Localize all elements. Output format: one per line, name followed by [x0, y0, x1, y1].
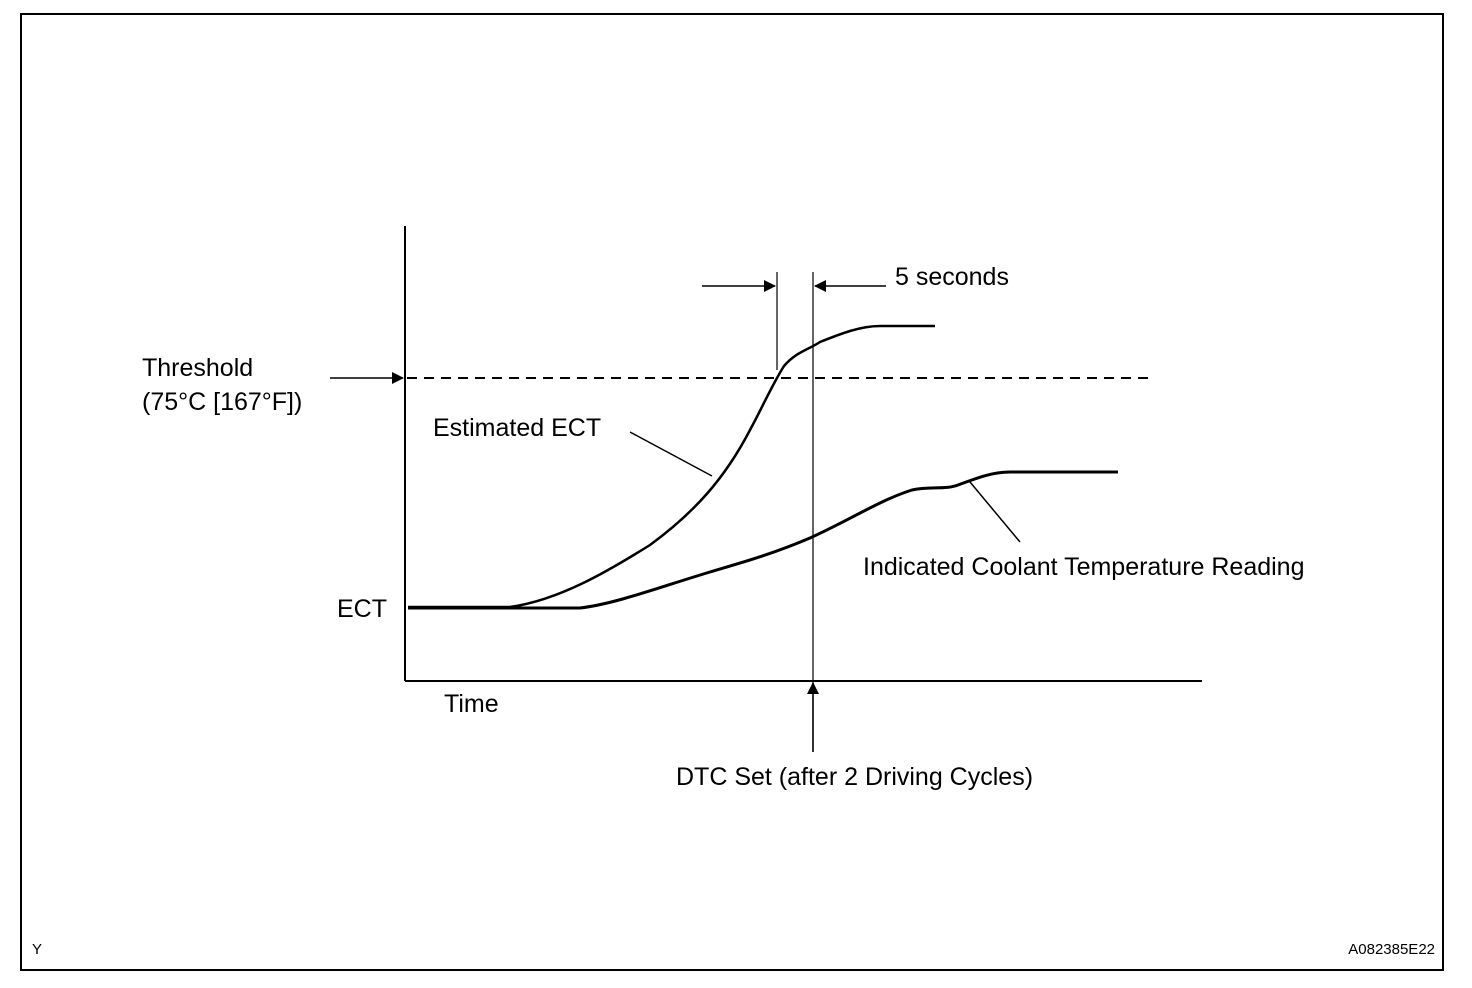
estimated-ect-curve — [408, 324, 935, 609]
estimated-ect-label: Estimated ECT — [433, 414, 601, 442]
indicated-coolant-curve — [408, 470, 1118, 610]
indicated-coolant-leader — [969, 481, 1021, 543]
corner-left-code: Y — [32, 941, 42, 958]
outer-frame — [20, 13, 1444, 971]
corner-right-code: A082385E22 — [1348, 941, 1435, 958]
threshold-value-label: (75°C [167°F]) — [142, 388, 302, 416]
ect-axis-label: ECT — [337, 595, 387, 623]
dtc-set-label: DTC Set (after 2 Driving Cycles) — [676, 763, 1033, 791]
indicated-coolant-label: Indicated Coolant Temperature Reading — [863, 553, 1305, 581]
five-seconds-label: 5 seconds — [895, 263, 1009, 291]
time-axis-label: Time — [444, 690, 499, 718]
estimated-ect-leader — [629, 431, 713, 477]
threshold-label: Threshold — [142, 354, 253, 382]
